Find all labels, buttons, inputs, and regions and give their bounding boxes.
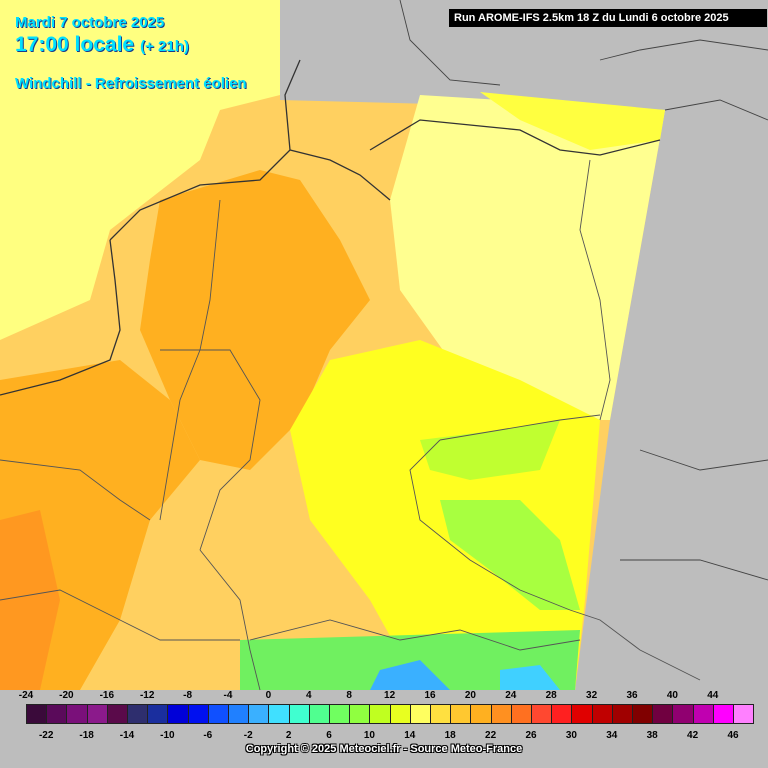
- forecast-time-value: 17:00 locale: [15, 33, 135, 56]
- legend-tick-label: 30: [565, 730, 577, 741]
- legend-tick-label: -6: [203, 730, 213, 741]
- green-zone-erzgebirge: [420, 420, 560, 480]
- legend-tick-label: 38: [646, 730, 658, 741]
- legend-swatch: [470, 704, 492, 724]
- warm-zone-northwest: [0, 0, 280, 340]
- legend-swatch: [632, 704, 654, 724]
- legend-tick-label: -12: [139, 690, 155, 701]
- legend-tick-label: -20: [59, 690, 74, 701]
- copyright-text: Copyright © 2025 Meteociel.fr - Source M…: [245, 743, 523, 755]
- green-zone-bohemia: [440, 500, 580, 610]
- legend-swatch: [430, 704, 452, 724]
- legend-tick-label: 22: [485, 730, 497, 741]
- legend-swatch: [571, 704, 593, 724]
- legend-swatch: [712, 704, 734, 724]
- legend-tick-label: 8: [346, 690, 352, 701]
- legend-swatch: [46, 704, 68, 724]
- legend-tick-label: 32: [586, 690, 598, 701]
- legend-tick-label: -22: [38, 730, 54, 741]
- mild-zone-northeast: [390, 95, 665, 420]
- legend-tick-label: -18: [79, 730, 94, 741]
- blue-zone-alps: [370, 660, 450, 690]
- legend-tick-label: 42: [687, 730, 699, 741]
- legend-tick-label: 46: [727, 730, 739, 741]
- country-borders: [0, 159, 701, 691]
- legend-swatch: [591, 704, 613, 724]
- legend-swatch: [248, 704, 270, 724]
- forecast-date: Mardi 7 octobre 2025: [15, 14, 165, 31]
- legend-tick-label: -8: [183, 690, 193, 701]
- legend-tick-label: 26: [525, 730, 537, 741]
- legend-swatch: [308, 704, 330, 724]
- legend-tick-label: 14: [404, 730, 416, 741]
- legend-swatch: [409, 704, 431, 724]
- legend-swatch: [288, 704, 310, 724]
- legend-swatch: [207, 704, 229, 724]
- belgium-coast: [0, 239, 121, 396]
- legend-swatch: [106, 704, 128, 724]
- legend-swatch: [389, 704, 411, 724]
- legend-swatch: [611, 704, 633, 724]
- legend-tick-label: -24: [18, 690, 34, 701]
- legend-swatch: [147, 704, 169, 724]
- deep-orange-zone-southwest: [0, 510, 60, 690]
- legend-tick-label: 36: [626, 690, 638, 701]
- legend-tick-label: -16: [99, 690, 115, 701]
- legend-tick-label: 28: [545, 690, 557, 701]
- run-banner: Run AROME-IFS 2.5km 18 Z du Lundi 6 octo…: [449, 9, 767, 27]
- legend-swatch: [652, 704, 674, 724]
- legend-swatch: [531, 704, 553, 724]
- legend-tick-label: 24: [505, 690, 517, 701]
- legend-swatch: [86, 704, 108, 724]
- legend-swatch: [127, 704, 149, 724]
- legend-swatch: [66, 704, 88, 724]
- legend-tick-label: -10: [160, 730, 175, 741]
- legend-swatch: [369, 704, 391, 724]
- legend-swatch: [187, 704, 209, 724]
- legend-swatch: [228, 704, 250, 724]
- legend-tick-label: 4: [306, 690, 312, 701]
- legend-tick-label: 44: [707, 690, 719, 701]
- legend-tick-label: 40: [666, 690, 678, 701]
- legend-swatch: [26, 704, 48, 724]
- legend-tick-label: -4: [223, 690, 233, 701]
- legend-tick-label: 0: [265, 690, 272, 701]
- legend-swatch: [167, 704, 189, 724]
- legend-swatch: [490, 704, 512, 724]
- legend-tick-label: 16: [424, 690, 436, 701]
- baltic-coastline: [369, 119, 661, 156]
- forecast-time: 17:00 locale (+ 21h): [15, 33, 189, 57]
- legend-swatch: [268, 704, 290, 724]
- legend-swatch: [733, 704, 755, 724]
- legend-swatch: [450, 704, 472, 724]
- north-sea-coastline: [109, 59, 391, 241]
- legend-swatch: [551, 704, 573, 724]
- forecast-offset: (+ 21h): [140, 38, 189, 55]
- legend-tick-label: -2: [243, 730, 253, 741]
- external-coastlines: [399, 0, 768, 581]
- cool-zone-baltic: [480, 92, 665, 150]
- legend-tick-label: 20: [464, 690, 476, 701]
- legend-tick-label: 10: [363, 730, 375, 741]
- legend-tick-label: 12: [384, 690, 396, 701]
- legend-tick-label: 2: [285, 730, 292, 741]
- legend-swatch: [692, 704, 714, 724]
- legend-tick-label: 6: [326, 730, 332, 741]
- legend-swatch: [510, 704, 532, 724]
- variable-title: Windchill - Refroissement éolien: [15, 75, 247, 92]
- legend-tick-label: 18: [444, 730, 456, 741]
- color-legend: -24 -22 -20 -18 -16 -14 -12 -10 -8 -6 -4 -2 0 2 4 6 8 10 1…: [0, 684, 768, 768]
- blue-zone-alps-east: [500, 665, 560, 690]
- green-zone-alps: [240, 630, 580, 690]
- legend-swatch: [329, 704, 351, 724]
- legend-tick-label: -14: [119, 730, 135, 741]
- orange-zone-netherlands: [140, 170, 370, 470]
- legend-tick-label: 34: [606, 730, 618, 741]
- legend-swatch: [349, 704, 371, 724]
- legend-swatch: [672, 704, 694, 724]
